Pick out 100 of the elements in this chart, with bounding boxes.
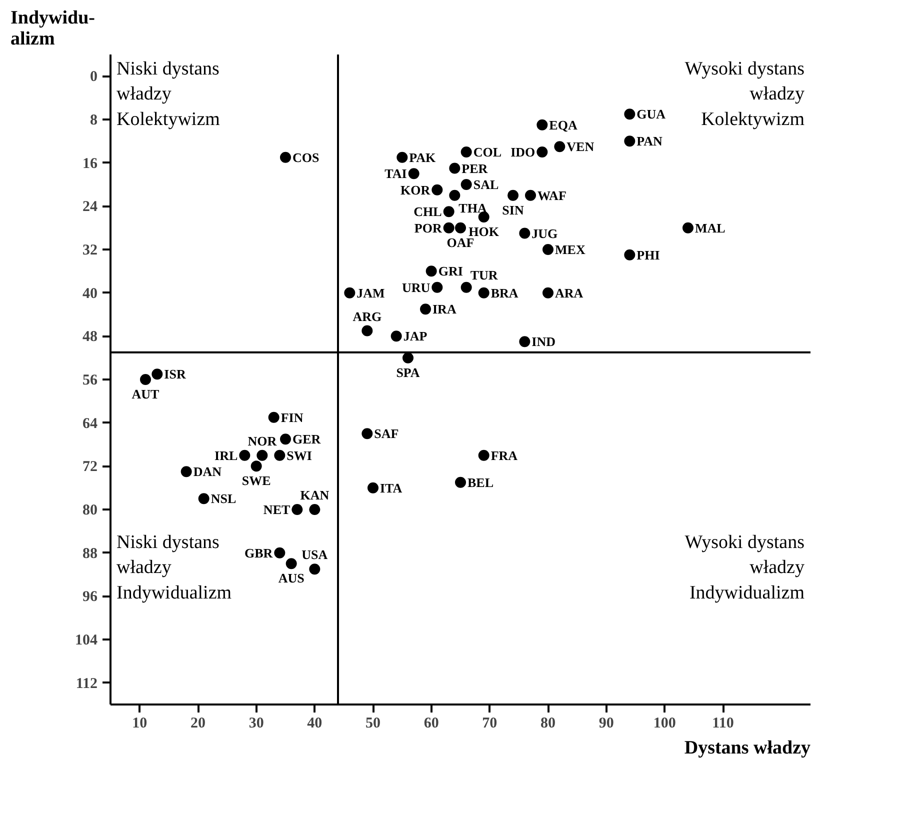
- annotation: SPA: [396, 364, 420, 380]
- point: [402, 352, 414, 364]
- point: [198, 493, 210, 504]
- point: [519, 228, 530, 239]
- y-tick-label: 104: [75, 632, 98, 648]
- annotation: ARG: [352, 308, 382, 324]
- annotation: SWI: [286, 448, 312, 463]
- annotation: POR: [414, 220, 442, 236]
- point: [460, 146, 472, 158]
- point: [525, 190, 536, 201]
- annotation: SWE: [242, 473, 271, 488]
- point: [362, 325, 373, 336]
- point: [508, 190, 518, 201]
- annotation: PER: [462, 160, 488, 176]
- y-tick-label: 0: [90, 69, 98, 86]
- annotation: KAN: [300, 488, 330, 502]
- annotation: AUT: [132, 386, 160, 402]
- point: [268, 412, 280, 423]
- x-tick-label: 60: [424, 716, 439, 732]
- y-tick-label: 48: [82, 329, 98, 346]
- point: [274, 547, 286, 558]
- annotation: SAL: [473, 177, 499, 192]
- y-tick-label: 32: [82, 242, 98, 258]
- annotation: AUS: [278, 570, 304, 586]
- annotation: NET: [263, 502, 290, 517]
- annotation: TAI: [384, 166, 407, 182]
- annotation: PHI: [636, 247, 660, 262]
- point: [432, 282, 443, 293]
- annotation: DAN: [193, 464, 222, 480]
- point: [344, 287, 356, 298]
- annotation: VEN: [566, 139, 595, 154]
- point: [309, 564, 320, 575]
- y-tick-label: 16: [82, 156, 98, 172]
- point: [536, 119, 548, 130]
- annotation: ITA: [380, 480, 403, 496]
- point: [180, 466, 192, 478]
- point: [152, 368, 163, 380]
- point: [536, 146, 548, 158]
- annotation: URU: [402, 280, 431, 295]
- point: [519, 336, 530, 348]
- annotation: JUG: [532, 226, 558, 241]
- point: [460, 179, 472, 190]
- x-tick-label: 100: [653, 716, 676, 732]
- annotation: MEX: [555, 242, 586, 257]
- point: [542, 287, 554, 298]
- annotation: IRA: [432, 302, 457, 317]
- annotation: FRA: [490, 448, 518, 463]
- annotation: IDO: [510, 144, 536, 160]
- y-tick-label: 56: [82, 372, 98, 388]
- point: [449, 190, 460, 201]
- point: [443, 222, 454, 234]
- point: [256, 450, 268, 461]
- annotation: COS: [292, 150, 320, 165]
- point: [309, 504, 320, 515]
- point: [408, 168, 420, 180]
- point: [250, 460, 262, 472]
- x-tick-label: 40: [307, 716, 322, 732]
- point: [420, 304, 431, 315]
- annotation: BEL: [468, 474, 494, 490]
- annotation: NSL: [210, 491, 236, 506]
- point: [554, 141, 566, 152]
- annotation: COL: [473, 144, 502, 160]
- x-tick-label: 50: [366, 716, 380, 732]
- point: [368, 482, 378, 494]
- y-tick-label: 40: [82, 286, 98, 302]
- annotation: PAN: [636, 134, 664, 149]
- annotation: IRL: [214, 448, 238, 463]
- x-tick-label: 110: [712, 716, 734, 732]
- point: [449, 162, 460, 174]
- y-tick-label: 80: [82, 502, 98, 518]
- annotation: WAF: [538, 188, 566, 203]
- point: [396, 152, 408, 163]
- point: [280, 434, 291, 445]
- annotation: IND: [532, 334, 556, 350]
- x-tick-label: 70: [482, 716, 498, 732]
- point: [390, 330, 402, 342]
- annotation: NOR: [248, 433, 278, 448]
- point: [460, 282, 472, 293]
- y-tick-label: 72: [82, 459, 98, 476]
- annotation: TUR: [470, 267, 498, 282]
- point: [443, 206, 454, 218]
- point: [624, 136, 636, 147]
- point: [292, 504, 303, 515]
- point: [455, 222, 466, 234]
- annotation: JAM: [356, 285, 385, 300]
- x-tick-label: 90: [598, 716, 614, 732]
- annotation: BRA: [490, 285, 519, 300]
- annotation: ARA: [555, 285, 584, 300]
- y-tick-label: 96: [82, 589, 98, 606]
- annotation: THA: [458, 200, 488, 216]
- point: [455, 476, 466, 488]
- annotation: SIN: [502, 202, 524, 218]
- point: [682, 222, 694, 234]
- point: [624, 249, 636, 260]
- point: [239, 450, 250, 461]
- y-tick-label: 24: [82, 199, 98, 216]
- annotation: USA: [302, 547, 328, 562]
- point: [432, 184, 443, 196]
- point: [362, 428, 373, 440]
- annotation: GUA: [636, 106, 666, 122]
